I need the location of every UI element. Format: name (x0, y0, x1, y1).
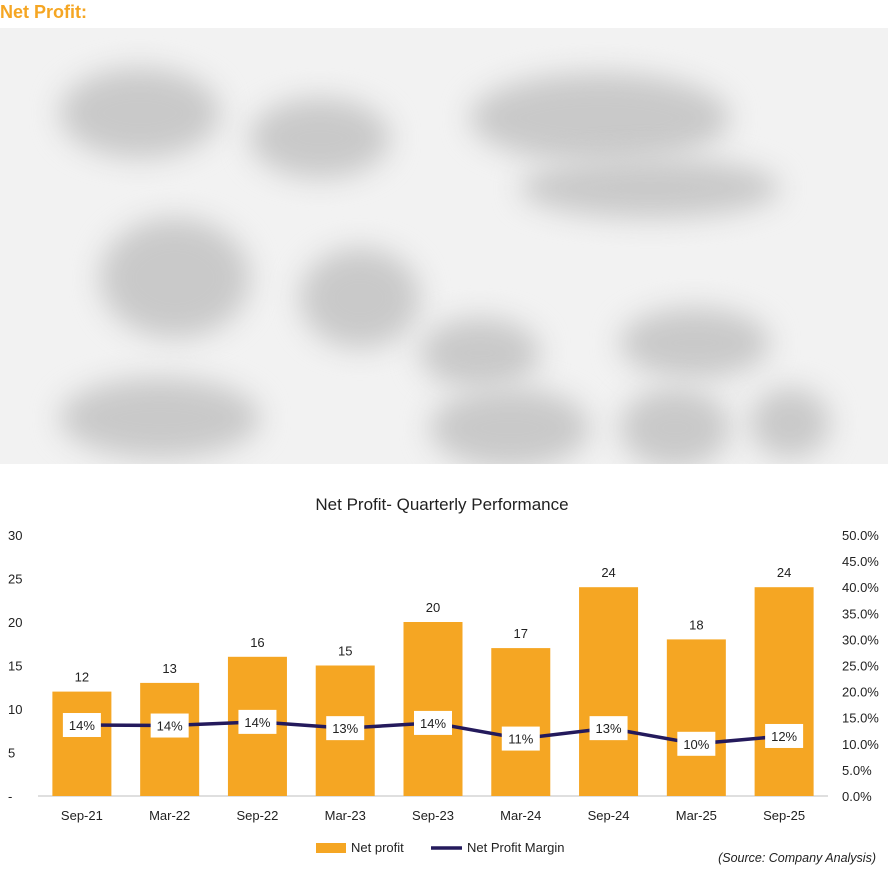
bar-labels: 12 13 16 15 20 17 24 18 24 (75, 565, 792, 684)
bar (491, 648, 551, 796)
bar (579, 587, 639, 796)
x-tick-label: Mar-25 (676, 808, 717, 823)
right-tick-label: 35.0% (842, 606, 879, 621)
margin-value-label: 14% (157, 719, 183, 734)
margin-label-box (765, 723, 804, 748)
left-axis: - 5 10 15 20 25 30 (8, 528, 22, 804)
x-tick-label: Sep-25 (763, 808, 805, 823)
margin-value-label: 14% (420, 716, 446, 731)
net-profit-chart: Net Profit- Quarterly Performance - 5 10 15… (0, 480, 888, 871)
margin-point: 11% (501, 726, 540, 751)
left-tick-label: 25 (8, 572, 22, 587)
left-tick-label: 30 (8, 528, 22, 543)
section-heading: Net Profit: (0, 2, 87, 22)
right-tick-label: 45.0% (842, 554, 879, 569)
margin-value-label: 13% (332, 721, 358, 736)
x-tick-label: Mar-22 (149, 808, 190, 823)
x-tick-label: Sep-22 (236, 808, 278, 823)
bar-value-label: 15 (338, 644, 352, 659)
margin-point: 13% (326, 716, 365, 741)
right-tick-label: 30.0% (842, 632, 879, 647)
bar-value-label: 24 (777, 565, 791, 580)
margin-value-label: 13% (596, 721, 622, 736)
x-tick-label: Mar-24 (500, 808, 541, 823)
margin-point: 10% (677, 731, 716, 756)
legend-swatch-net-profit (316, 843, 346, 853)
bar (140, 682, 200, 796)
right-axis: 0.0% 5.0% 10.0% 15.0% 20.0% 25.0% 30.0% 35.0% 40… (842, 528, 879, 804)
blurred-content (0, 28, 888, 464)
x-tick-label: Sep-24 (588, 808, 630, 823)
bar-value-label: 17 (514, 626, 528, 641)
x-axis-labels: Sep-21 Mar-22 Sep-22 Mar-23 Sep-23 Mar-24 Sep-… (61, 808, 805, 823)
right-tick-label: 20.0% (842, 685, 879, 700)
margin-label-box (238, 709, 277, 734)
bar-value-label: 24 (601, 565, 615, 580)
left-tick-label: 20 (8, 615, 22, 630)
bar (666, 639, 726, 796)
margin-point: 12% (765, 723, 804, 748)
margin-label-box (62, 713, 101, 738)
margin-point: 14% (62, 713, 101, 738)
left-tick-label: - (8, 789, 12, 804)
right-tick-label: 10.0% (842, 737, 879, 752)
x-tick-label: Sep-21 (61, 808, 103, 823)
bar-value-label: 16 (250, 635, 264, 650)
margin-labels: 14% 14% 14% 13% 14% 11% 13% 10% 12% (62, 709, 804, 756)
legend-label-margin: Net Profit Margin (467, 840, 565, 855)
right-tick-label: 40.0% (842, 580, 879, 595)
left-tick-label: 10 (8, 702, 22, 717)
margin-label-box (589, 716, 628, 741)
bar-value-label: 20 (426, 600, 440, 615)
margin-point: 14% (238, 709, 277, 734)
bar (403, 622, 463, 796)
source-note: (Source: Company Analysis) (718, 851, 876, 865)
margin-label-box (150, 713, 189, 738)
x-tick-label: Sep-23 (412, 808, 454, 823)
right-tick-label: 5.0% (842, 763, 872, 778)
right-tick-label: 50.0% (842, 528, 879, 543)
margin-value-label: 10% (683, 737, 709, 752)
bar-value-label: 12 (75, 670, 89, 685)
bar-series (52, 587, 814, 796)
bar-value-label: 18 (689, 617, 703, 632)
margin-value-label: 14% (69, 718, 95, 733)
margin-label-box (414, 710, 452, 735)
margin-point: 14% (414, 710, 452, 735)
right-tick-label: 0.0% (842, 789, 872, 804)
right-tick-label: 25.0% (842, 659, 879, 674)
margin-label-box (501, 726, 540, 751)
chart-svg: Net Profit- Quarterly Performance - 5 10 15… (8, 495, 879, 865)
margin-label-box (326, 716, 365, 741)
bar-value-label: 13 (162, 661, 176, 676)
x-tick-label: Mar-23 (325, 808, 366, 823)
margin-label-box (677, 731, 716, 756)
bar (52, 691, 112, 796)
margin-point: 13% (589, 716, 628, 741)
margin-value-label: 11% (508, 732, 533, 747)
margin-point: 14% (150, 713, 189, 738)
margin-value-label: 12% (771, 729, 797, 744)
left-tick-label: 5 (8, 746, 15, 761)
legend: Net profit Net Profit Margin (316, 840, 565, 855)
bar (754, 587, 814, 796)
margin-value-label: 14% (244, 715, 270, 730)
right-tick-label: 15.0% (842, 711, 879, 726)
left-tick-label: 15 (8, 659, 22, 674)
chart-title: Net Profit- Quarterly Performance (315, 495, 568, 514)
legend-label-net-profit: Net profit (351, 840, 404, 855)
